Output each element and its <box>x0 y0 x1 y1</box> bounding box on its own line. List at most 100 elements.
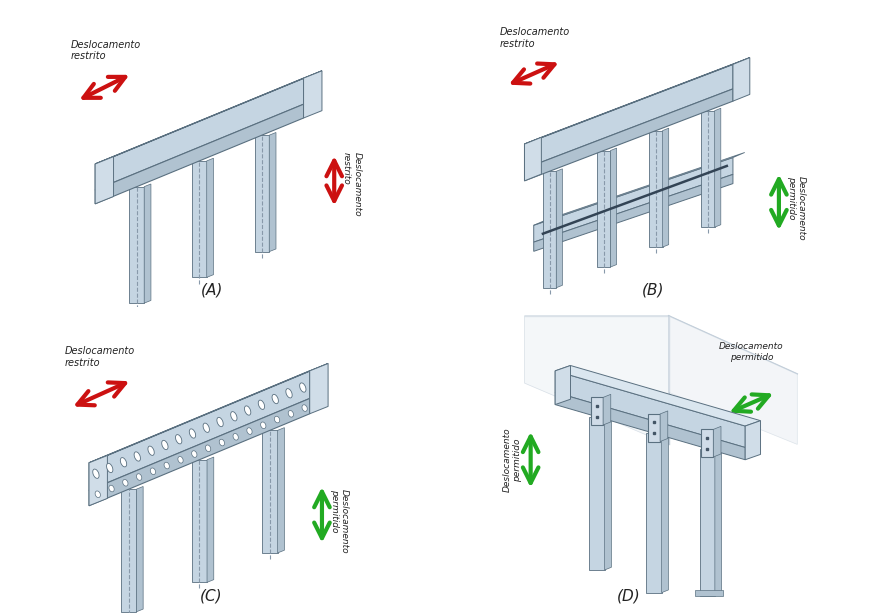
Polygon shape <box>555 365 571 405</box>
Polygon shape <box>660 411 668 441</box>
Polygon shape <box>254 135 269 251</box>
Polygon shape <box>555 371 746 447</box>
Ellipse shape <box>178 457 183 463</box>
Ellipse shape <box>302 405 307 411</box>
Polygon shape <box>699 449 715 596</box>
Polygon shape <box>206 158 213 277</box>
Text: (C): (C) <box>200 589 223 604</box>
Text: Deslocamento
permitido: Deslocamento permitido <box>787 176 806 241</box>
Polygon shape <box>207 457 213 582</box>
Text: (D): (D) <box>617 589 640 604</box>
Polygon shape <box>604 414 611 570</box>
Ellipse shape <box>189 429 196 438</box>
Polygon shape <box>534 158 733 242</box>
Ellipse shape <box>206 445 211 452</box>
Ellipse shape <box>106 463 113 473</box>
Text: Deslocamento
restrito: Deslocamento restrito <box>64 346 135 368</box>
Polygon shape <box>95 78 304 190</box>
Text: (A): (A) <box>200 283 223 297</box>
Ellipse shape <box>148 446 154 455</box>
Polygon shape <box>701 430 713 457</box>
Polygon shape <box>262 430 278 553</box>
Ellipse shape <box>246 428 252 435</box>
Ellipse shape <box>274 416 280 423</box>
Polygon shape <box>278 428 285 553</box>
Polygon shape <box>662 430 668 593</box>
Ellipse shape <box>233 433 239 440</box>
Polygon shape <box>89 398 310 506</box>
Text: Deslocamento
restrito: Deslocamento restrito <box>500 28 571 49</box>
Polygon shape <box>715 446 721 596</box>
Polygon shape <box>555 365 760 426</box>
Polygon shape <box>669 316 797 444</box>
Polygon shape <box>524 89 733 181</box>
Polygon shape <box>713 427 721 457</box>
Ellipse shape <box>260 422 266 428</box>
Ellipse shape <box>300 383 306 392</box>
Polygon shape <box>310 364 328 414</box>
Ellipse shape <box>134 452 140 461</box>
Ellipse shape <box>175 435 182 444</box>
Polygon shape <box>649 131 663 247</box>
Text: Deslocamento
restrito: Deslocamento restrito <box>342 151 361 216</box>
Polygon shape <box>95 104 304 204</box>
Polygon shape <box>543 171 557 287</box>
Polygon shape <box>304 71 322 118</box>
Text: (B): (B) <box>642 283 665 297</box>
Text: Deslocamento
permitido: Deslocamento permitido <box>329 489 349 554</box>
Polygon shape <box>746 421 760 460</box>
Ellipse shape <box>245 406 251 415</box>
Ellipse shape <box>92 469 99 478</box>
Ellipse shape <box>192 451 197 457</box>
Ellipse shape <box>219 440 225 446</box>
Polygon shape <box>145 184 151 303</box>
Ellipse shape <box>286 389 292 398</box>
Polygon shape <box>192 460 207 582</box>
Polygon shape <box>597 151 611 267</box>
Ellipse shape <box>120 457 126 467</box>
Polygon shape <box>121 489 137 612</box>
Text: Deslocamento
permitido: Deslocamento permitido <box>719 342 784 362</box>
Text: Deslocamento
restrito: Deslocamento restrito <box>71 40 141 61</box>
Polygon shape <box>524 316 669 444</box>
Ellipse shape <box>123 479 128 486</box>
Polygon shape <box>590 417 604 570</box>
Ellipse shape <box>231 411 237 421</box>
Ellipse shape <box>151 468 156 474</box>
Polygon shape <box>648 414 660 441</box>
Ellipse shape <box>162 440 168 450</box>
Polygon shape <box>89 371 310 490</box>
Ellipse shape <box>164 462 169 469</box>
Polygon shape <box>137 487 143 612</box>
Polygon shape <box>557 169 563 287</box>
Ellipse shape <box>288 411 294 417</box>
Polygon shape <box>89 364 328 463</box>
Polygon shape <box>524 58 750 144</box>
Text: Deslocamento
permitido: Deslocamento permitido <box>503 427 522 492</box>
Polygon shape <box>534 174 733 251</box>
Ellipse shape <box>137 474 142 481</box>
Polygon shape <box>695 590 723 596</box>
Polygon shape <box>591 397 603 425</box>
Polygon shape <box>95 71 322 164</box>
Polygon shape <box>555 392 746 460</box>
Ellipse shape <box>109 485 114 492</box>
Polygon shape <box>524 64 733 169</box>
Polygon shape <box>603 394 611 425</box>
Polygon shape <box>733 58 750 101</box>
Polygon shape <box>192 161 206 277</box>
Polygon shape <box>646 433 662 593</box>
Ellipse shape <box>95 491 100 498</box>
Polygon shape <box>715 109 721 227</box>
Polygon shape <box>663 128 669 247</box>
Polygon shape <box>701 111 715 227</box>
Polygon shape <box>524 137 542 181</box>
Polygon shape <box>611 148 617 267</box>
Polygon shape <box>130 186 145 303</box>
Polygon shape <box>534 153 745 225</box>
Ellipse shape <box>217 417 223 427</box>
Ellipse shape <box>272 394 279 404</box>
Polygon shape <box>269 132 276 251</box>
Polygon shape <box>95 156 113 204</box>
Polygon shape <box>89 455 107 506</box>
